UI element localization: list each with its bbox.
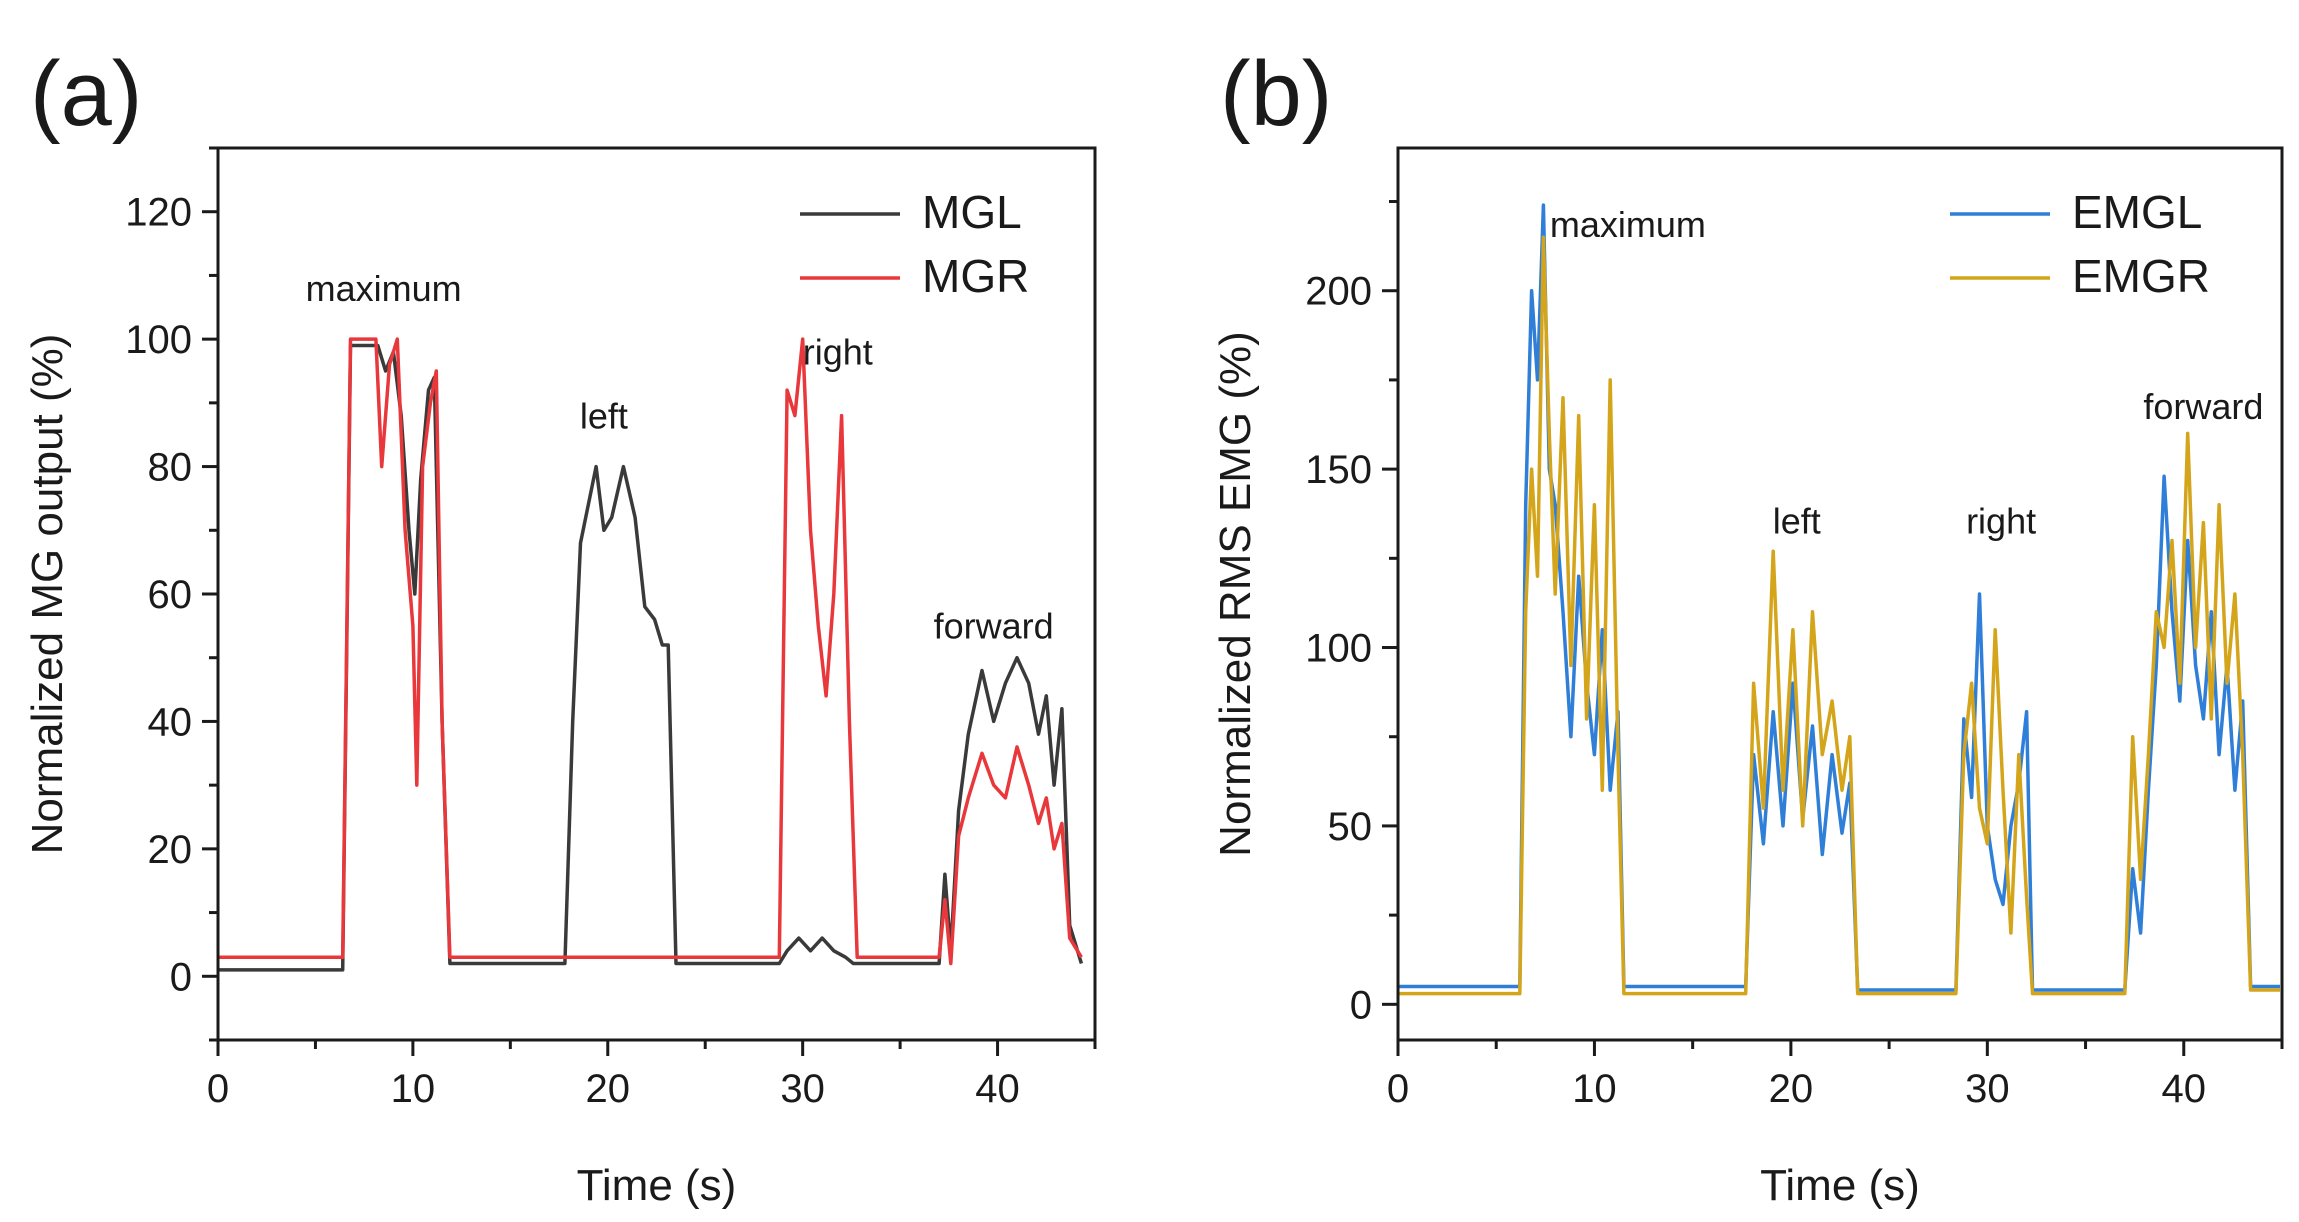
panel-label: (b) <box>1220 43 1332 145</box>
series-line-mgl <box>218 343 1084 972</box>
x-tick-label: 40 <box>2162 1067 2207 1111</box>
annotation-left: left <box>580 395 628 436</box>
annotation-forward: forward <box>934 606 1054 647</box>
legend-label-emgl: EMGL <box>2072 186 2202 238</box>
y-tick-label: 80 <box>148 446 193 490</box>
annotation-left: left <box>1773 500 1821 541</box>
legend-label-mgr: MGR <box>922 250 1029 302</box>
legend-label-emgr: EMGR <box>2072 250 2210 302</box>
series-line-emgr <box>1398 235 2280 996</box>
x-tick-label: 10 <box>391 1067 436 1111</box>
x-tick-label: 20 <box>586 1067 631 1111</box>
chart-panel-b: (b) 0 10 20 30 40 0 50 100 150 200 Time (s) Normaliz… <box>1211 43 2284 1210</box>
y-tick-label: 0 <box>170 955 192 999</box>
x-tick-label: 10 <box>1572 1067 1617 1111</box>
annotation-maximum: maximum <box>306 268 462 309</box>
panel-label: (a) <box>30 43 142 145</box>
x-axis-title: Time (s) <box>577 1161 737 1210</box>
annotation-right: right <box>1966 500 2036 541</box>
chart-panel-a: (a) 0 10 20 30 40 0 20 40 60 80 100 120 Time (s) Norma… <box>23 43 1097 1210</box>
y-tick-label: 100 <box>1305 627 1372 671</box>
y-axis-title: Normalized RMS EMG (%) <box>1211 331 1260 857</box>
x-tick-label: 20 <box>1769 1067 1814 1111</box>
x-tick-label: 0 <box>207 1067 229 1111</box>
x-axis-title: Time (s) <box>1760 1161 1920 1210</box>
x-tick-label: 40 <box>975 1067 1020 1111</box>
y-tick-label: 50 <box>1328 805 1373 849</box>
legend-label-mgl: MGL <box>922 186 1022 238</box>
series-line-emgl <box>1398 203 2280 992</box>
annotation-forward: forward <box>2143 386 2263 427</box>
y-tick-label: 0 <box>1350 983 1372 1027</box>
y-tick-label: 20 <box>148 828 193 872</box>
y-tick-label: 40 <box>148 700 193 744</box>
y-tick-label: 120 <box>125 191 192 235</box>
y-axis-title: Normalized MG output (%) <box>23 334 72 855</box>
y-tick-label: 100 <box>125 318 192 362</box>
x-tick-label: 30 <box>780 1067 825 1111</box>
plot-frame <box>1396 146 2284 1042</box>
x-tick-label: 30 <box>1965 1067 2010 1111</box>
y-tick-label: 60 <box>148 573 193 617</box>
annotation-right: right <box>803 332 873 373</box>
annotation-maximum: maximum <box>1550 204 1706 245</box>
series-line-mgr <box>218 337 1083 966</box>
y-tick-label: 200 <box>1305 270 1372 314</box>
y-tick-label: 150 <box>1305 448 1372 492</box>
x-tick-label: 0 <box>1387 1067 1409 1111</box>
